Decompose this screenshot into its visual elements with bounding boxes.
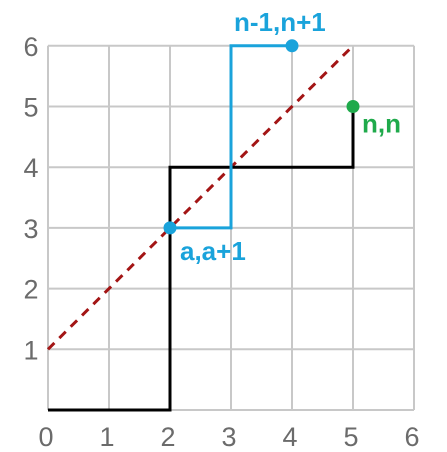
diagonal-dashed-line [46,44,355,351]
point-label: n-1,n+1 [234,7,326,37]
y-tick-label: 4 [23,153,38,183]
x-tick-label: 5 [343,422,358,452]
y-tick-label: 5 [23,93,38,123]
points-layer [163,39,360,235]
paths-layer [48,44,355,412]
y-tick-label: 6 [23,32,38,62]
x-tick-label: 3 [221,422,236,452]
point-label: a,a+1 [180,236,246,266]
x-tick-label: 2 [160,422,175,452]
lattice-point [163,221,177,235]
y-tick-label: 1 [23,335,38,365]
x-tick-label: 6 [404,422,419,452]
black-lattice-path [48,106,355,412]
y-tick-label: 2 [23,275,38,305]
y-tick-label: 3 [23,214,38,244]
lattice-point [285,39,299,53]
x-tick-label: 1 [99,422,114,452]
point-label: n,n [362,109,401,139]
x-tick-label: 0 [38,422,53,452]
diagonal-line-layer [46,44,355,351]
blue-lattice-path [170,44,292,230]
lattice-point [346,100,360,113]
x-tick-label: 4 [282,422,297,452]
point-labels: a,a+1 n-1,n+1 n,n [180,7,401,266]
tick-labels: 0 1 2 3 4 5 6 1 2 3 4 5 6 [23,32,419,452]
